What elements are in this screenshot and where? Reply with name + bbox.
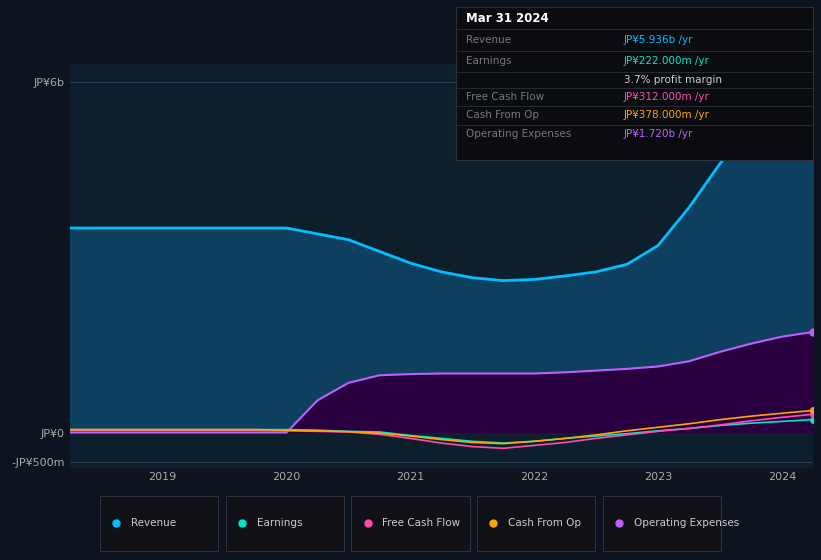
Text: JP¥5.936b /yr: JP¥5.936b /yr [623,35,693,45]
Text: Operating Expenses: Operating Expenses [466,129,571,139]
Text: Cash From Op: Cash From Op [508,518,581,528]
Text: JP¥378.000m /yr: JP¥378.000m /yr [623,110,709,120]
Text: Revenue: Revenue [466,35,511,45]
Text: JP¥1.720b /yr: JP¥1.720b /yr [623,129,693,139]
Text: Earnings: Earnings [257,518,302,528]
FancyBboxPatch shape [603,496,721,550]
Text: Earnings: Earnings [466,57,511,66]
Text: Revenue: Revenue [131,518,177,528]
Text: Operating Expenses: Operating Expenses [634,518,739,528]
FancyBboxPatch shape [477,496,595,550]
FancyBboxPatch shape [351,496,470,550]
Text: Cash From Op: Cash From Op [466,110,539,120]
Text: Mar 31 2024: Mar 31 2024 [466,12,549,25]
Text: 3.7% profit margin: 3.7% profit margin [623,76,722,85]
FancyBboxPatch shape [226,496,344,550]
Text: Free Cash Flow: Free Cash Flow [383,518,461,528]
Text: Free Cash Flow: Free Cash Flow [466,92,544,102]
Text: JP¥222.000m /yr: JP¥222.000m /yr [623,57,709,66]
FancyBboxPatch shape [100,496,218,550]
Text: JP¥312.000m /yr: JP¥312.000m /yr [623,92,709,102]
